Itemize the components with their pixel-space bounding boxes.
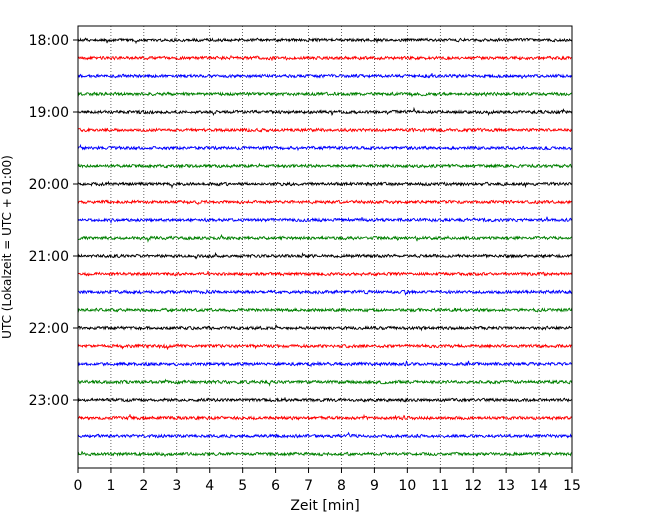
plot-frame xyxy=(77,25,573,469)
trace-2100 xyxy=(77,251,573,260)
trace-2000 xyxy=(77,180,573,189)
trace-2230 xyxy=(77,360,573,368)
trace-2130 xyxy=(77,289,573,296)
y-tick-label-1900: 19:00 xyxy=(29,105,69,121)
trace-2200 xyxy=(77,324,573,332)
trace-2030 xyxy=(77,216,573,225)
trace-2015 xyxy=(77,199,573,206)
y-tick-label-2000: 20:00 xyxy=(29,177,69,193)
trace-2330 xyxy=(77,431,573,439)
trace-1930 xyxy=(77,143,573,152)
x-tick-label-11: 11 xyxy=(431,478,449,494)
trace-2345 xyxy=(77,450,573,458)
x-axis: 0 1 2 3 4 5 6 7 8 9 10 11 12 13 14 15 xyxy=(74,468,581,494)
x-tick-label-1: 1 xyxy=(106,478,115,494)
x-tick-label-7: 7 xyxy=(304,478,313,494)
x-tick-label-12: 12 xyxy=(464,478,482,494)
y-tick-label-2300: 23:00 xyxy=(29,393,69,409)
trace-2215 xyxy=(77,343,573,350)
y-tick-label-2100: 21:00 xyxy=(29,249,69,265)
x-tick-label-13: 13 xyxy=(497,478,515,494)
trace-2115 xyxy=(77,270,573,277)
trace-1815 xyxy=(77,54,573,61)
trace-1800 xyxy=(77,37,573,45)
y-tick-label-2200: 22:00 xyxy=(29,321,69,337)
x-tick-label-8: 8 xyxy=(337,478,346,494)
x-tick-label-0: 0 xyxy=(74,478,83,494)
traces-layer xyxy=(77,37,573,458)
x-tick-label-3: 3 xyxy=(172,478,181,494)
trace-2315 xyxy=(77,413,573,421)
x-tick-label-9: 9 xyxy=(370,478,379,494)
y-tick-label-1800: 18:00 xyxy=(29,33,69,49)
x-tick-label-14: 14 xyxy=(530,478,548,494)
y-axis: 18:00 19:00 20:00 21:00 22:00 23:00 xyxy=(29,33,78,409)
x-tick-label-4: 4 xyxy=(205,478,214,494)
trace-1915 xyxy=(77,127,573,133)
trace-1900 xyxy=(77,106,573,117)
x-tick-label-6: 6 xyxy=(271,478,280,494)
trace-2300 xyxy=(77,397,573,403)
x-tick-label-5: 5 xyxy=(238,478,247,494)
x-tick-label-15: 15 xyxy=(563,478,581,494)
trace-2245 xyxy=(77,378,573,387)
y-axis-label: UTC (Lokalzeit = UTC + 01:00) xyxy=(0,155,14,339)
x-tick-label-10: 10 xyxy=(398,478,416,494)
trace-2145 xyxy=(77,307,573,313)
x-tick-label-2: 2 xyxy=(139,478,148,494)
x-axis-label: Zeit [min] xyxy=(290,498,359,514)
trace-1830 xyxy=(77,73,573,80)
trace-2045 xyxy=(77,233,573,243)
trace-1945 xyxy=(77,163,573,169)
trace-1845 xyxy=(77,91,573,98)
